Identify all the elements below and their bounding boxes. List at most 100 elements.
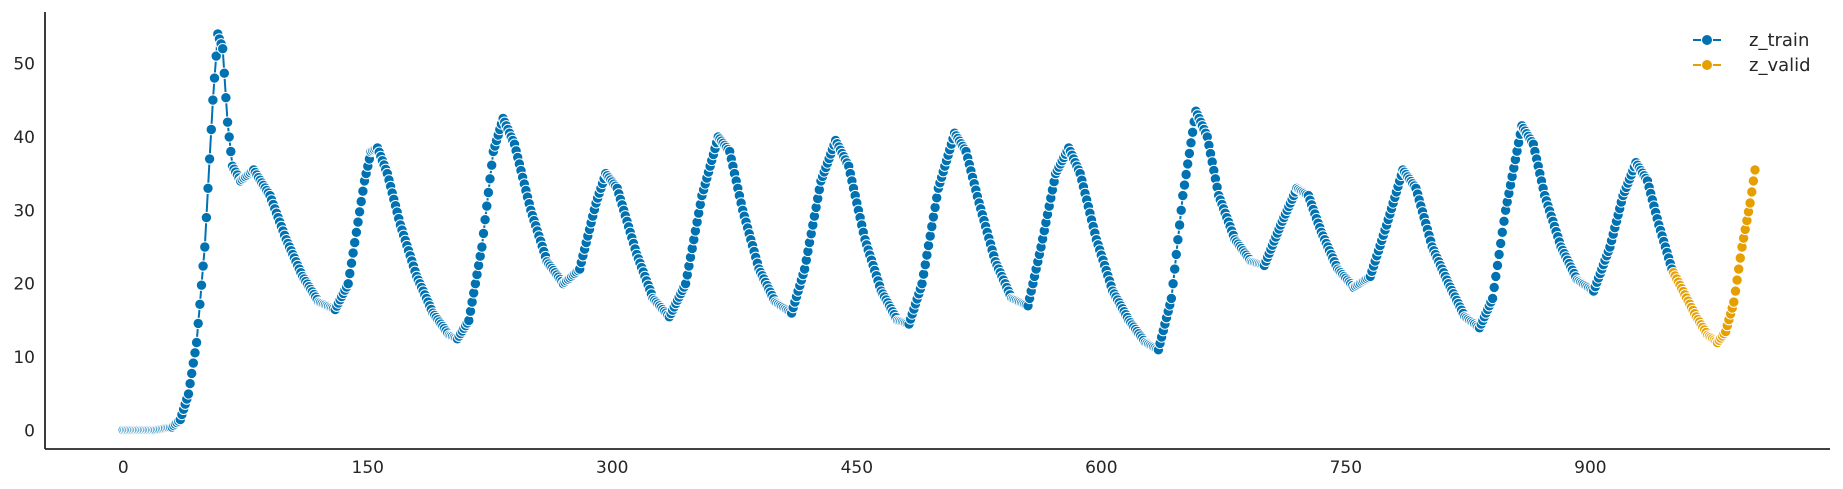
data-point bbox=[1729, 285, 1742, 297]
data-point bbox=[1186, 126, 1199, 139]
x-tick-label: 0 bbox=[118, 458, 129, 478]
data-point bbox=[466, 296, 478, 308]
data-point bbox=[1486, 292, 1499, 305]
x-tick-label: 450 bbox=[841, 458, 873, 478]
data-point bbox=[481, 200, 493, 212]
data-point bbox=[1733, 263, 1745, 275]
data-point bbox=[205, 123, 218, 136]
data-point bbox=[1488, 281, 1500, 294]
data-point bbox=[208, 72, 221, 84]
data-point bbox=[468, 287, 480, 299]
data-point bbox=[1178, 179, 1191, 191]
data-point bbox=[927, 211, 940, 223]
series-z_valid bbox=[1667, 164, 1761, 349]
data-point bbox=[1180, 168, 1192, 181]
series-z_train bbox=[117, 28, 1678, 436]
series-layer bbox=[117, 28, 1761, 436]
legend-label: z_train bbox=[1749, 30, 1809, 51]
data-point bbox=[353, 206, 366, 218]
data-point bbox=[476, 241, 488, 253]
data-point bbox=[207, 94, 219, 106]
data-point bbox=[1747, 175, 1760, 187]
data-point bbox=[1728, 296, 1740, 308]
y-tick-label: 40 bbox=[13, 128, 35, 148]
legend-item: z_valid bbox=[1693, 55, 1811, 76]
data-point bbox=[218, 67, 231, 79]
data-point bbox=[919, 259, 931, 271]
data-point bbox=[1731, 274, 1743, 286]
axes-spines bbox=[44, 12, 1830, 450]
data-point bbox=[189, 347, 201, 359]
data-point bbox=[200, 211, 213, 224]
x-tick-label: 150 bbox=[352, 458, 384, 478]
legend: z_train z_valid bbox=[1693, 30, 1811, 76]
data-point bbox=[479, 214, 491, 226]
data-point bbox=[1496, 226, 1509, 239]
x-tick-label: 750 bbox=[1330, 458, 1362, 478]
data-point bbox=[182, 388, 195, 400]
y-tick-label: 10 bbox=[13, 348, 35, 368]
data-point bbox=[1749, 164, 1761, 176]
data-point bbox=[922, 239, 935, 252]
data-point bbox=[931, 192, 943, 204]
data-point bbox=[347, 247, 359, 259]
data-point bbox=[187, 357, 200, 369]
data-point bbox=[1495, 237, 1507, 250]
data-point bbox=[477, 227, 490, 240]
data-point bbox=[1182, 158, 1194, 170]
data-point bbox=[1498, 215, 1510, 228]
data-point bbox=[1491, 259, 1504, 272]
data-point bbox=[195, 279, 208, 291]
data-point bbox=[202, 182, 214, 195]
data-point bbox=[916, 278, 928, 290]
data-point bbox=[186, 367, 198, 380]
data-point bbox=[217, 43, 229, 55]
data-point bbox=[1744, 197, 1756, 209]
data-point bbox=[225, 145, 237, 158]
data-point bbox=[1183, 147, 1196, 160]
data-point bbox=[921, 249, 933, 261]
data-point bbox=[917, 268, 930, 280]
y-tick-label: 30 bbox=[13, 201, 35, 221]
data-point bbox=[221, 116, 234, 128]
data-point bbox=[924, 230, 936, 242]
data-point bbox=[184, 377, 196, 390]
legend-marker bbox=[1701, 59, 1713, 71]
data-point bbox=[1734, 252, 1747, 264]
data-point bbox=[355, 195, 367, 208]
data-point bbox=[190, 336, 203, 349]
data-point bbox=[342, 278, 354, 290]
data-point bbox=[197, 260, 209, 272]
data-point bbox=[1493, 248, 1505, 261]
data-point bbox=[1490, 270, 1502, 283]
data-point bbox=[1172, 234, 1184, 246]
data-point bbox=[474, 250, 486, 262]
data-point bbox=[929, 201, 941, 214]
data-point bbox=[350, 226, 363, 239]
data-point bbox=[1167, 278, 1179, 290]
x-tick-label: 600 bbox=[1085, 458, 1117, 478]
data-point bbox=[1177, 189, 1189, 202]
data-point bbox=[345, 257, 358, 269]
data-point bbox=[1746, 186, 1758, 198]
data-point bbox=[472, 259, 485, 272]
data-point bbox=[484, 173, 496, 185]
data-point bbox=[194, 298, 206, 310]
data-point bbox=[357, 185, 369, 197]
data-point bbox=[482, 186, 495, 199]
axis-ticks: 0 150 300 450 600 750 900 0 10 20 30 40 50 bbox=[13, 54, 1606, 478]
data-point bbox=[1175, 204, 1187, 217]
data-point bbox=[210, 50, 222, 62]
data-point bbox=[349, 236, 361, 249]
data-point bbox=[223, 131, 235, 143]
data-point bbox=[344, 267, 356, 280]
data-point bbox=[926, 220, 938, 233]
data-point bbox=[352, 216, 364, 228]
legend-label: z_valid bbox=[1749, 55, 1811, 76]
y-tick-label: 0 bbox=[24, 422, 35, 442]
data-point bbox=[220, 92, 232, 104]
legend-item: z_train bbox=[1693, 30, 1809, 51]
data-point bbox=[471, 268, 483, 281]
